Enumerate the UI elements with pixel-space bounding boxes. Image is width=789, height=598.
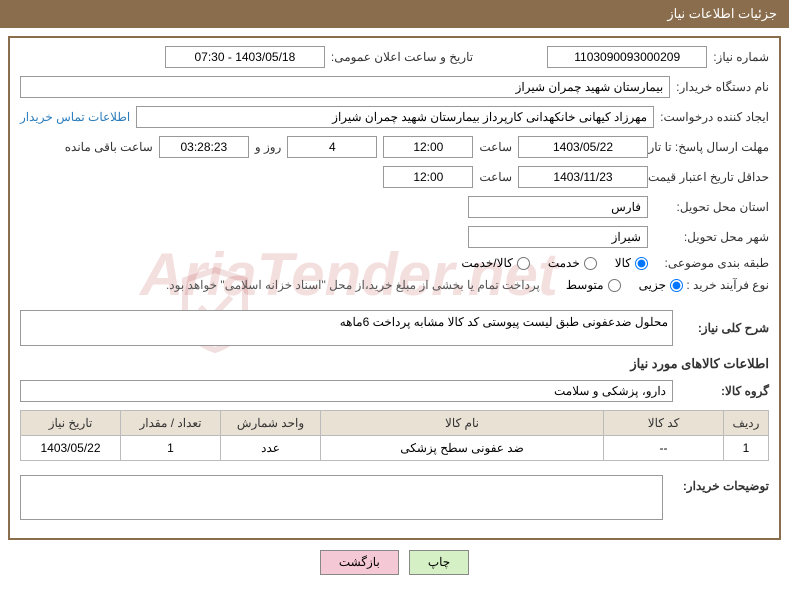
label-request-creator: ایجاد کننده درخواست:: [660, 110, 769, 124]
panel-title: جزئیات اطلاعات نیاز: [667, 6, 777, 21]
th-row: ردیف: [724, 411, 769, 436]
th-qty: تعداد / مقدار: [121, 411, 221, 436]
label-general-desc: شرح کلی نیاز:: [679, 321, 769, 335]
radio-group-process: جزیی متوسط: [566, 278, 683, 292]
label-purchase-process: نوع فرآیند خرید :: [689, 278, 769, 292]
field-validity-date: 1403/11/23: [518, 166, 648, 188]
label-delivery-city: شهر محل تحویل:: [654, 230, 769, 244]
radio-label-minor: جزیی: [639, 278, 666, 292]
table-header-row: ردیف کد کالا نام کالا واحد شمارش تعداد /…: [21, 411, 769, 436]
label-goods-group: گروه کالا:: [679, 384, 769, 398]
label-category: طبقه بندی موضوعی:: [654, 256, 769, 270]
td-name: ضد عفونی سطح پزشکی: [321, 436, 604, 461]
radio-label-goods: کالا: [615, 256, 631, 270]
radio-category-service[interactable]: خدمت: [548, 256, 597, 270]
label-time-remaining: ساعت باقی مانده: [65, 140, 153, 154]
radio-process-medium[interactable]: متوسط: [566, 278, 621, 292]
td-code: --: [604, 436, 724, 461]
field-request-creator: مهرزاد کیهانی خانکهدانی کارپرداز بیمارست…: [136, 106, 654, 128]
print-button[interactable]: چاپ: [409, 550, 469, 575]
goods-table: ردیف کد کالا نام کالا واحد شمارش تعداد /…: [20, 410, 769, 461]
label-days-and: روز و: [255, 140, 282, 154]
label-buyer-notes: توضیحات خریدار:: [669, 475, 769, 493]
label-need-number: شماره نیاز:: [713, 50, 769, 64]
field-need-number: 1103090093000209: [547, 46, 707, 68]
th-code: کد کالا: [604, 411, 724, 436]
field-countdown: 03:28:23: [159, 136, 249, 158]
label-announce-datetime: تاریخ و ساعت اعلان عمومی:: [331, 50, 473, 64]
th-date: تاریخ نیاز: [21, 411, 121, 436]
td-date: 1403/05/22: [21, 436, 121, 461]
field-response-time: 12:00: [383, 136, 473, 158]
label-time-2: ساعت: [479, 170, 512, 184]
radio-label-medium: متوسط: [566, 278, 604, 292]
td-qty: 1: [121, 436, 221, 461]
field-buyer-org: بیمارستان شهید چمران شیراز: [20, 76, 670, 98]
purchase-note: پرداخت تمام یا بخشی از مبلغ خرید،از محل …: [166, 278, 540, 292]
field-validity-time: 12:00: [383, 166, 473, 188]
radio-label-both: کالا/خدمت: [461, 256, 512, 270]
table-row: 1 -- ضد عفونی سطح پزشکی عدد 1 1403/05/22: [21, 436, 769, 461]
radio-category-both[interactable]: کالا/خدمت: [461, 256, 529, 270]
field-province: فارس: [468, 196, 648, 218]
radio-input-goods[interactable]: [635, 257, 648, 270]
radio-input-medium[interactable]: [608, 279, 621, 292]
label-response-deadline: مهلت ارسال پاسخ: تا تاریخ:: [654, 140, 769, 154]
field-response-date: 1403/05/22: [518, 136, 648, 158]
radio-group-category: کالا خدمت کالا/خدمت: [461, 256, 648, 270]
label-buyer-org: نام دستگاه خریدار:: [676, 80, 769, 94]
link-contact-info[interactable]: اطلاعات تماس خریدار: [20, 110, 130, 124]
field-buyer-notes: [20, 475, 663, 520]
field-announce-datetime: 1403/05/18 - 07:30: [165, 46, 325, 68]
td-unit: عدد: [221, 436, 321, 461]
footer-buttons: چاپ بازگشت: [0, 550, 789, 575]
th-unit: واحد شمارش: [221, 411, 321, 436]
radio-process-minor[interactable]: جزیی: [639, 278, 683, 292]
th-name: نام کالا: [321, 411, 604, 436]
label-delivery-province: استان محل تحویل:: [654, 200, 769, 214]
radio-category-goods[interactable]: کالا: [615, 256, 648, 270]
details-panel: شماره نیاز: 1103090093000209 تاریخ و ساع…: [8, 36, 781, 540]
radio-input-service[interactable]: [584, 257, 597, 270]
label-time-1: ساعت: [479, 140, 512, 154]
label-price-validity: حداقل تاریخ اعتبار قیمت: تا تاریخ:: [654, 170, 769, 184]
field-days-remaining: 4: [287, 136, 377, 158]
back-button[interactable]: بازگشت: [320, 550, 399, 575]
section-title-goods: اطلاعات کالاهای مورد نیاز: [20, 356, 769, 372]
field-goods-group: دارو، پزشکی و سلامت: [20, 380, 673, 402]
panel-header: جزئیات اطلاعات نیاز: [0, 0, 789, 28]
radio-label-service: خدمت: [548, 256, 580, 270]
field-city: شیراز: [468, 226, 648, 248]
radio-input-minor[interactable]: [670, 279, 683, 292]
td-row: 1: [724, 436, 769, 461]
field-general-desc: محلول ضدعفونی طبق لیست پیوستی کد کالا مش…: [20, 310, 673, 346]
radio-input-both[interactable]: [517, 257, 530, 270]
